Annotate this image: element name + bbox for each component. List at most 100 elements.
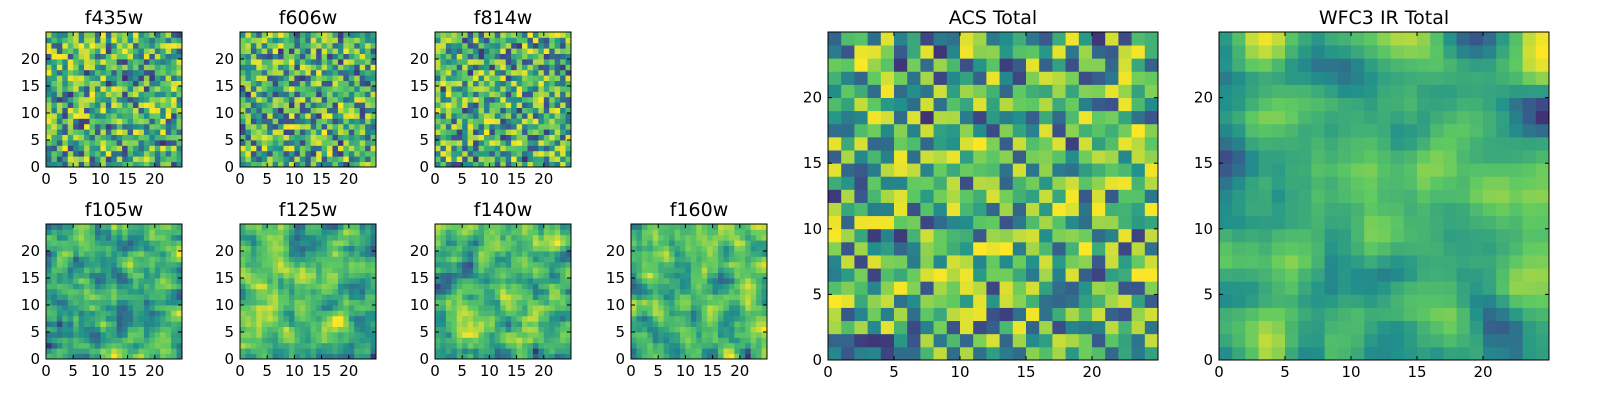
heatmap-cell	[160, 342, 167, 349]
heatmap-cell	[365, 107, 371, 114]
heatmap-cell	[543, 91, 550, 98]
heatmap-cell	[527, 310, 534, 317]
heatmap-cell	[641, 353, 648, 360]
heatmap-cell	[636, 229, 643, 236]
heatmap-cell	[483, 332, 490, 338]
heatmap-cell	[532, 123, 539, 130]
heatmap-cell	[522, 134, 528, 141]
heatmap-cell	[701, 321, 708, 327]
heatmap-cell	[348, 251, 355, 257]
heatmap-cell	[718, 348, 724, 354]
heatmap-cell	[327, 326, 333, 333]
heatmap-cell	[674, 267, 681, 273]
heatmap-cell	[473, 37, 479, 44]
heatmap-cell	[750, 261, 757, 268]
heatmap-cell	[176, 140, 183, 146]
heatmap-cell	[370, 283, 377, 290]
heatmap-cell	[658, 337, 665, 344]
heatmap-cell	[473, 224, 479, 230]
heatmap-cell	[283, 75, 290, 81]
heatmap-cell	[462, 129, 469, 135]
heatmap-cell	[440, 305, 447, 311]
heatmap-cell	[310, 332, 317, 338]
heatmap-cell	[986, 215, 1000, 230]
heatmap-cell	[828, 281, 842, 295]
heatmap-cell	[445, 305, 452, 311]
heatmap-cell	[456, 272, 463, 279]
heatmap-cell	[245, 96, 252, 103]
heatmap-cell	[1144, 333, 1159, 348]
heatmap-cell	[756, 321, 762, 327]
heatmap-cell	[354, 299, 361, 306]
heatmap-cell	[261, 107, 268, 114]
heatmap-cell	[516, 332, 523, 338]
heatmap-cell	[516, 224, 523, 230]
heatmap-cell	[250, 91, 257, 98]
heatmap-cell	[505, 59, 512, 65]
heatmap-cell	[920, 346, 934, 361]
heatmap-cell	[440, 69, 447, 76]
heatmap-cell	[511, 288, 517, 295]
heatmap-cell	[245, 134, 252, 141]
heatmap-cell	[516, 53, 523, 60]
heatmap-cell	[127, 299, 134, 306]
heatmap-cell	[489, 140, 496, 146]
heatmap-cell	[122, 240, 128, 246]
heatmap-cell	[527, 91, 534, 98]
heatmap-cell	[250, 315, 257, 322]
heatmap-cell	[663, 261, 670, 268]
heatmap-cell	[435, 224, 441, 230]
heatmap-cell	[1026, 255, 1040, 269]
heatmap-cell	[160, 118, 167, 125]
heatmap-cell	[67, 288, 74, 295]
heatmap-cell	[84, 294, 90, 300]
heatmap-cell	[267, 288, 274, 295]
heatmap-cell	[756, 326, 762, 333]
heatmap-cell	[67, 161, 74, 168]
heatmap-cell	[500, 321, 507, 327]
heatmap-cell	[78, 224, 85, 230]
heatmap-cell	[370, 229, 377, 236]
heatmap-cell	[337, 310, 344, 317]
heatmap-cell	[278, 86, 284, 92]
heatmap-cell	[543, 326, 550, 333]
heatmap-cell	[250, 96, 257, 103]
heatmap-cell	[122, 305, 128, 311]
heatmap-cell	[527, 272, 534, 279]
heatmap-cell	[84, 96, 90, 103]
heatmap-cell	[631, 278, 637, 284]
heatmap-cell	[321, 140, 328, 146]
heatmap-cell	[440, 299, 447, 306]
heatmap-cell	[78, 342, 85, 349]
heatmap-cell	[321, 348, 328, 354]
heatmap-cell	[701, 251, 708, 257]
heatmap-cell	[494, 283, 501, 290]
heatmap-cell	[554, 42, 561, 49]
heatmap-cell	[532, 342, 539, 349]
heatmap-cell	[370, 75, 377, 81]
heatmap-cell	[359, 348, 366, 354]
heatmap-cell	[111, 332, 118, 338]
heatmap-cell	[240, 59, 246, 65]
heatmap-cell	[73, 326, 80, 333]
heatmap-cell	[149, 261, 156, 268]
heatmap-cell	[739, 272, 746, 279]
heatmap-cell	[46, 288, 52, 295]
heatmap-cell	[483, 42, 490, 49]
heatmap-cell	[511, 229, 517, 236]
heatmap-cell	[256, 234, 263, 241]
heatmap-cell	[321, 240, 328, 246]
heatmap-cell	[451, 59, 458, 65]
heatmap-cell	[51, 161, 58, 168]
heatmap-cell	[478, 96, 485, 103]
heatmap-cell	[149, 64, 156, 71]
heatmap-cell	[256, 59, 263, 65]
heatmap-cell	[960, 163, 974, 177]
heatmap-cell	[56, 283, 63, 290]
heatmap-cell	[516, 59, 523, 65]
heatmap-cell	[283, 261, 290, 268]
heatmap-cell	[154, 321, 161, 327]
heatmap-cell	[122, 48, 128, 54]
heatmap-cell	[332, 145, 339, 152]
heatmap-cell	[500, 256, 507, 263]
